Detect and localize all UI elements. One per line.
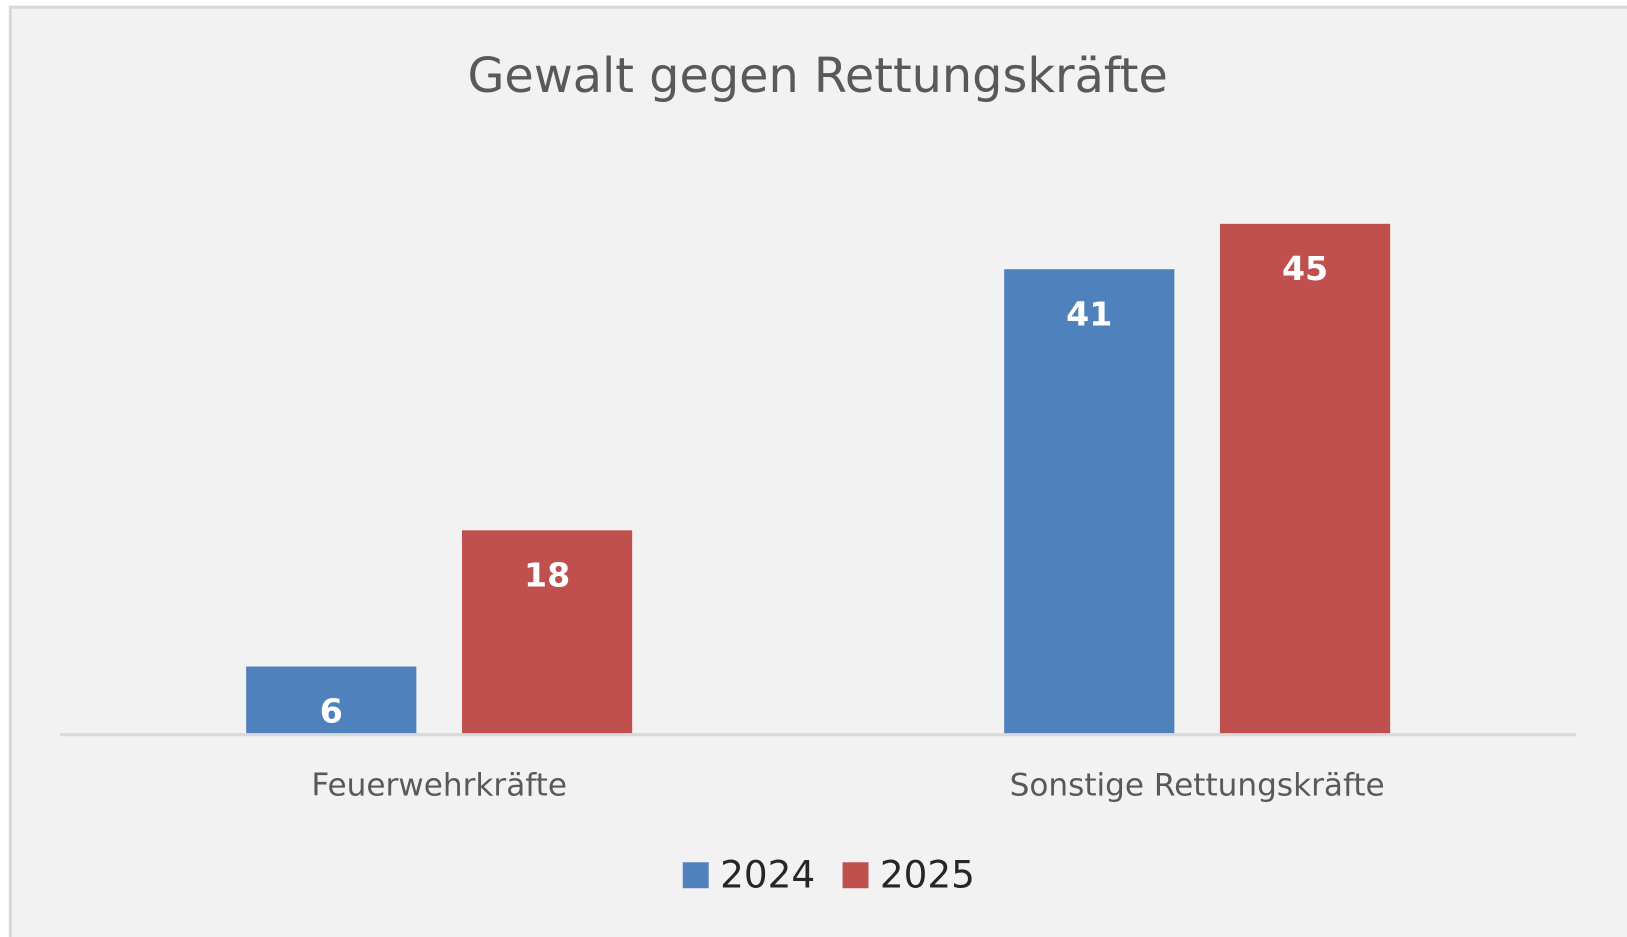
bar <box>246 666 417 735</box>
x-tick-label: Sonstige Rettungskräfte <box>1010 768 1385 804</box>
bar <box>462 530 633 735</box>
legend-label: 2024 <box>720 852 815 896</box>
data-label: 41 <box>1066 294 1112 333</box>
x-tick-label: Feuerwehrkräfte <box>311 768 567 804</box>
data-label: 18 <box>524 556 570 595</box>
bar <box>1219 223 1391 735</box>
data-label: 45 <box>1282 249 1328 288</box>
legend-swatch <box>842 862 869 889</box>
legend-label: 2025 <box>880 852 975 896</box>
legend-swatch <box>682 862 709 889</box>
data-label: 6 <box>320 692 343 731</box>
chart-title: Gewalt gegen Rettungskräfte <box>467 49 1167 104</box>
bar <box>1004 269 1175 735</box>
